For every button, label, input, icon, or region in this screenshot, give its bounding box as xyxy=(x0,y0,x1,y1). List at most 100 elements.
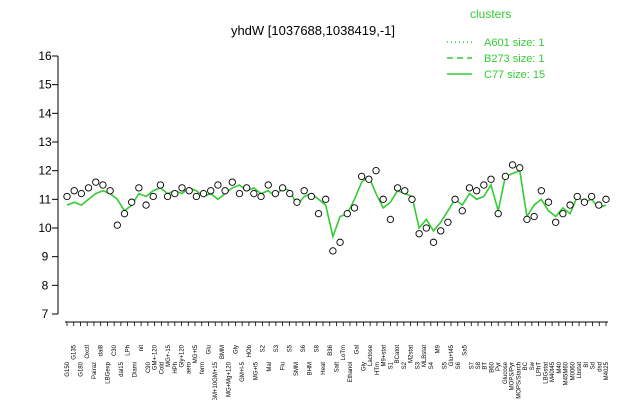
x-tick-label: MG+-15 xyxy=(166,344,172,367)
data-point xyxy=(135,184,143,192)
data-point xyxy=(149,192,157,201)
y-tick-label: 14 xyxy=(38,106,52,120)
y-tick-label: 9 xyxy=(42,250,49,264)
data-point xyxy=(343,210,351,218)
x-tick-label: Glu+t45 xyxy=(449,344,455,366)
x-tick-label: Pyr xyxy=(496,362,502,371)
x-tick-label: Glu xyxy=(206,345,212,354)
x-tick-label: Lbstat xyxy=(577,362,583,379)
data-point xyxy=(192,192,201,201)
legend-entry: A601 size: 1 xyxy=(484,37,545,49)
x-tick-label: GM+10GM+15 xyxy=(213,361,219,400)
data-point xyxy=(77,189,86,198)
x-tick-label: Cold xyxy=(159,362,165,374)
x-tick-label: Gly xyxy=(233,345,239,354)
data-point xyxy=(487,175,495,183)
data-point xyxy=(465,184,474,192)
x-tick-label: M0060 xyxy=(570,361,576,380)
x-tick-label: S1 xyxy=(388,361,394,369)
data-point xyxy=(92,178,100,186)
x-tick-label: MG+t5 xyxy=(254,361,260,380)
legend-entry: B273 size: 1 xyxy=(484,53,545,65)
data-point xyxy=(408,195,416,203)
data-point xyxy=(207,187,215,195)
x-tick-label: GM+-120 xyxy=(153,344,159,370)
x-tick-label: MOPS/Pyr xyxy=(510,362,516,390)
data-point xyxy=(171,189,179,198)
data-point xyxy=(458,207,466,215)
x-tick-label: LBGexp xyxy=(105,361,111,383)
x-tick-label: Mal xyxy=(267,362,273,372)
data-point xyxy=(329,247,337,255)
data-point xyxy=(580,198,589,206)
y-tick-label: 15 xyxy=(38,78,52,92)
x-tick-label: Sa5 xyxy=(463,344,469,355)
x-tick-label: ferm xyxy=(200,362,206,374)
x-tick-label: G180 xyxy=(78,361,84,376)
data-point xyxy=(365,175,373,183)
x-tick-label: SMM xyxy=(294,362,300,376)
data-point xyxy=(178,184,186,192)
data-point xyxy=(444,218,452,226)
data-point xyxy=(70,187,78,195)
x-tick-label: S3 xyxy=(274,344,280,352)
x-tick-label: Gly xyxy=(361,362,367,371)
y-tick-label: 11 xyxy=(39,192,52,206)
data-point xyxy=(278,184,287,192)
y-axis: 7 8 9 10 11 12 13 14 15 16 xyxy=(38,49,59,321)
x-tick-label: S8 xyxy=(314,344,320,352)
x-tick-label: Gal xyxy=(355,345,361,354)
x-tick-label: MG+Mg+120 xyxy=(227,361,233,397)
x-tick-label: M2stat xyxy=(409,345,415,363)
data-point xyxy=(99,181,107,189)
x-tick-label: BMM xyxy=(220,345,226,359)
x-tick-label: Oxctl xyxy=(85,345,91,359)
data-point xyxy=(63,192,71,201)
data-point xyxy=(566,201,574,209)
x-tick-label: M40t45 xyxy=(550,361,556,382)
legend-entry: C77 size: 15 xyxy=(484,69,545,81)
x-tick-label: M40 xyxy=(557,361,563,373)
data-point xyxy=(501,172,510,181)
data-point xyxy=(437,227,445,235)
x-tick-label: M4025 xyxy=(604,361,610,380)
data-point xyxy=(264,181,272,189)
x-tick-label: LoTm xyxy=(341,345,347,360)
data-point xyxy=(271,189,280,198)
x-tick-label: aero xyxy=(186,361,192,374)
x-tick-label: C90 xyxy=(146,361,152,373)
data-point xyxy=(401,187,409,195)
data-point xyxy=(429,238,438,246)
data-point xyxy=(286,189,294,198)
x-tick-label: Salt xyxy=(335,362,341,373)
legend: clusters A601 size: 1 B273 size: 1 C77 siz… xyxy=(447,7,545,81)
x-tick-label: LPhT xyxy=(537,362,543,377)
x-tick-label: Glucose xyxy=(503,361,509,384)
data-point xyxy=(544,198,553,206)
x-tick-label: M9+stat xyxy=(382,345,388,367)
data-point xyxy=(235,189,244,198)
data-point xyxy=(113,221,121,229)
data-point xyxy=(480,181,488,189)
data-point xyxy=(508,161,517,169)
x-tick-label: C30 xyxy=(112,344,118,356)
x-tick-label: BI xyxy=(584,362,590,368)
x-tick-label: S6 xyxy=(456,361,462,369)
x-tick-label: Flu xyxy=(281,362,287,370)
x-tick-label: M9 xyxy=(436,344,442,353)
data-point xyxy=(602,195,610,203)
data-point xyxy=(358,172,366,181)
data-point xyxy=(552,218,560,226)
x-tick-label: S3 xyxy=(415,361,421,369)
data-point xyxy=(451,195,459,203)
data-point xyxy=(559,210,567,218)
x-tick-label: S4 xyxy=(429,361,435,369)
y-tick-label: 7 xyxy=(42,307,49,321)
x-tick-label: S5 xyxy=(287,344,293,352)
data-point xyxy=(379,195,387,203)
x-tick-label: G135 xyxy=(72,344,78,359)
x-tick-label: S2 xyxy=(402,361,408,369)
data-point xyxy=(350,204,359,212)
data-point xyxy=(142,201,150,209)
